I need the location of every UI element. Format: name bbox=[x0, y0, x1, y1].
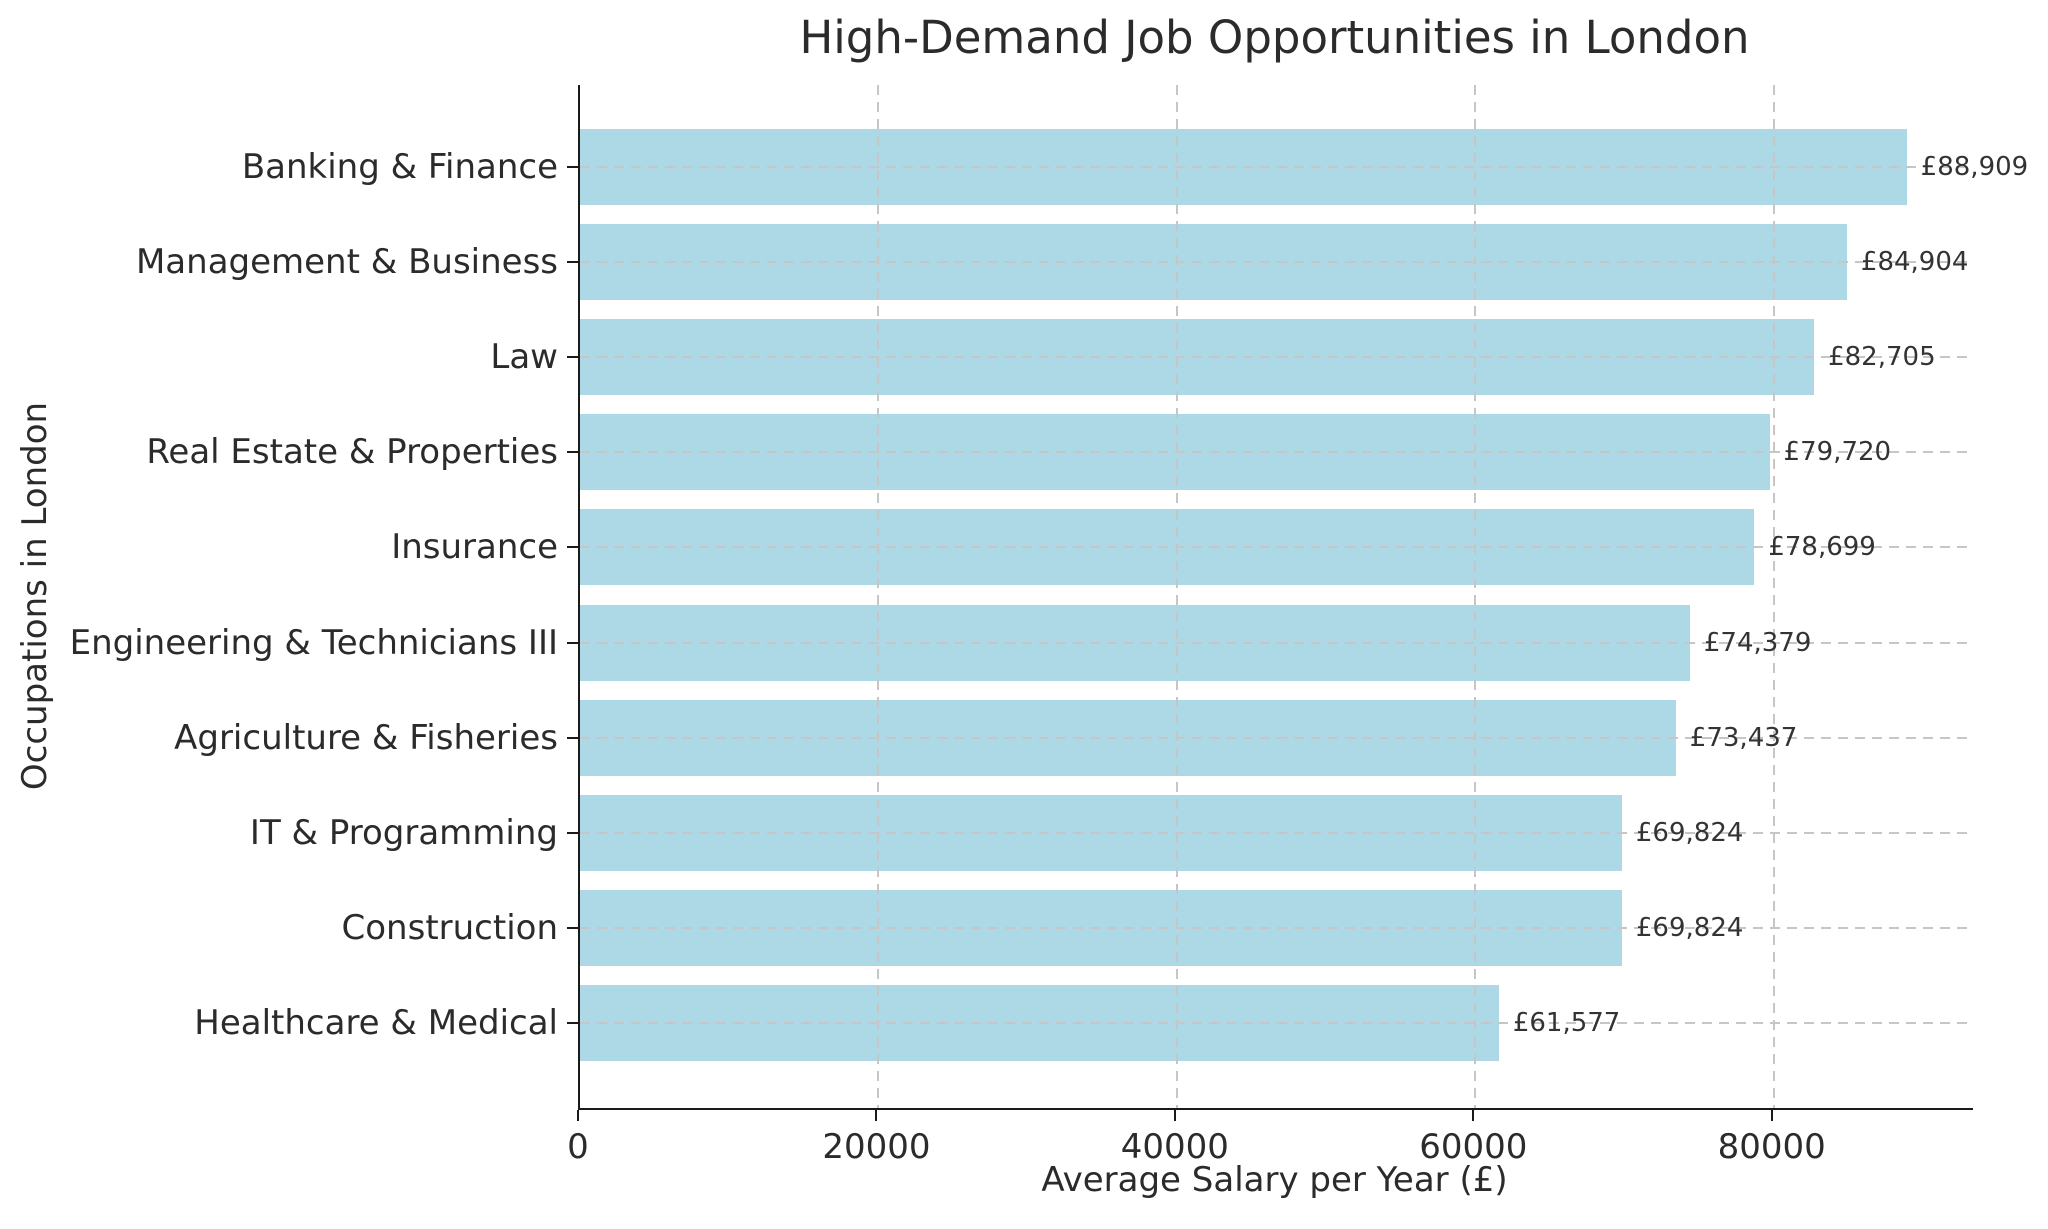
category-label: Law bbox=[490, 337, 558, 378]
x-tick-label: 20000 bbox=[822, 1127, 931, 1167]
y-tick-mark bbox=[567, 166, 578, 168]
y-tick-mark bbox=[567, 1021, 578, 1024]
category-label: Construction bbox=[341, 907, 558, 948]
category-label: Insurance bbox=[391, 527, 558, 568]
bar-value-label: £73,437 bbox=[1689, 722, 1798, 753]
bar-value-label: £69,824 bbox=[1635, 817, 1744, 848]
bar-value-label: £79,720 bbox=[1783, 437, 1892, 468]
plot-area: £88,909 £84,904 £82,705 £79,720 £78,699 £74,3… bbox=[578, 85, 2028, 1110]
category-label: Real Estate & Properties bbox=[146, 432, 558, 473]
bar-value-label: £82,705 bbox=[1828, 342, 1936, 373]
bar-value-label: £69,824 bbox=[1635, 912, 1744, 943]
x-tick-mark bbox=[1770, 1110, 1773, 1121]
bar-value-label: £78,699 bbox=[1768, 532, 1876, 563]
x-gridline bbox=[1474, 85, 1477, 1108]
y-gridline bbox=[580, 546, 1973, 549]
y-gridline bbox=[580, 1021, 1973, 1024]
y-gridline bbox=[580, 356, 1973, 359]
y-tick-mark bbox=[567, 356, 578, 359]
x-tick-mark bbox=[1472, 1110, 1475, 1121]
y-axis-label: Occupations in London bbox=[15, 401, 55, 791]
y-gridline bbox=[580, 261, 1973, 264]
y-tick-mark bbox=[567, 261, 578, 264]
x-tick-label: 40000 bbox=[1120, 1127, 1229, 1167]
y-tick-mark bbox=[567, 736, 578, 739]
y-tick-mark bbox=[567, 831, 578, 834]
y-gridline bbox=[580, 641, 1973, 644]
y-gridline bbox=[580, 451, 1973, 454]
y-tick-mark bbox=[567, 926, 578, 929]
bar-value-label: £88,909 bbox=[1920, 152, 2029, 182]
x-tick-label: 60000 bbox=[1419, 1127, 1528, 1167]
y-gridline bbox=[580, 736, 1973, 739]
y-tick-mark bbox=[567, 451, 578, 454]
x-tick-mark bbox=[1173, 1110, 1176, 1121]
bar-value-label: £84,904 bbox=[1860, 247, 1969, 278]
x-gridline bbox=[1175, 85, 1178, 1108]
category-label: IT & Programming bbox=[249, 812, 558, 853]
bar-value-label: £74,379 bbox=[1703, 627, 1812, 658]
y-tick-mark bbox=[567, 546, 578, 549]
y-gridline bbox=[580, 926, 1973, 929]
y-tick-mark bbox=[567, 641, 578, 644]
bar-value-label: £61,577 bbox=[1512, 1007, 1621, 1038]
y-gridline bbox=[580, 166, 1973, 168]
category-label: Engineering & Technicians III bbox=[69, 622, 558, 663]
x-gridline bbox=[1772, 85, 1775, 1108]
x-tick-mark bbox=[577, 1110, 579, 1121]
x-tick-label: 0 bbox=[567, 1127, 589, 1167]
category-label: Management & Business bbox=[135, 242, 558, 283]
category-label: Agriculture & Fisheries bbox=[174, 717, 558, 758]
x-axis-label: Average Salary per Year (£) bbox=[1041, 1160, 1508, 1200]
x-tick-mark bbox=[875, 1110, 878, 1121]
category-label: Healthcare & Medical bbox=[194, 1002, 558, 1043]
y-gridline bbox=[580, 831, 1973, 834]
x-tick-label: 80000 bbox=[1717, 1127, 1826, 1167]
chart-title: High-Demand Job Opportunities in London bbox=[799, 11, 1750, 64]
category-label: Banking & Finance bbox=[241, 147, 558, 187]
x-gridline bbox=[877, 85, 880, 1108]
